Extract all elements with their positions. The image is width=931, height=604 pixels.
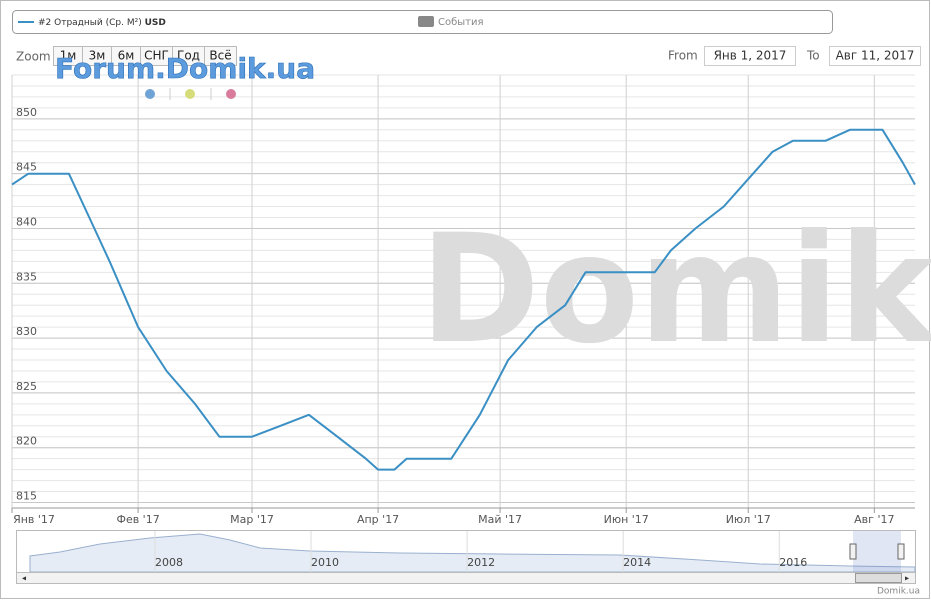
watermark: Domik.ua	[420, 203, 931, 377]
y-tick-label: 835	[16, 270, 37, 283]
dot	[145, 89, 155, 99]
legend-item[interactable]: #2 Отрадный (Ср. M²) USD	[38, 18, 166, 28]
zoom-button-label[interactable]: Год	[177, 49, 200, 63]
navigator-handle[interactable]	[897, 543, 905, 560]
credits: Domik.ua	[877, 587, 920, 597]
dot	[185, 89, 195, 99]
x-tick-label: Фев '17	[116, 513, 159, 526]
navigator-tick-label: 2016	[779, 556, 807, 569]
forum-logo: Forum.Domik.ua	[55, 52, 315, 85]
zoom-button-label[interactable]: СНГ	[144, 49, 169, 63]
scrollbar[interactable]	[16, 572, 916, 584]
zoom-button-label[interactable]: 1м	[60, 49, 77, 63]
from-input[interactable]	[704, 46, 796, 66]
zoom-button[interactable]	[204, 46, 237, 66]
series-line	[11, 128, 916, 471]
zoom-button-label[interactable]: Всё	[209, 49, 231, 63]
navigator-tick-label: 2008	[155, 556, 183, 569]
zoom-buttons: 1м 3м 6м СНГ Год Всё	[53, 46, 237, 66]
zoom-label: Zoom	[16, 50, 51, 64]
lines	[11, 128, 916, 471]
navigator-area	[29, 533, 916, 573]
to-input[interactable]	[829, 46, 921, 66]
x-tick-label: Мар '17	[230, 513, 274, 526]
y-tick-label: 845	[16, 161, 37, 174]
from-value[interactable]: Янв 1, 2017	[714, 49, 787, 63]
x-tick-label: Апр '17	[357, 513, 399, 526]
y-tick-label: 830	[16, 325, 37, 338]
navigator-axis: 2008 2010 2012 2014 2016	[154, 531, 807, 572]
events-symbol	[418, 16, 434, 27]
x-tick-label: Янв '17	[13, 513, 55, 526]
y-tick-label: 820	[16, 435, 37, 448]
x-tick-label: Май '17	[478, 513, 522, 526]
scroll-left[interactable]: ◂	[22, 574, 26, 583]
navigator-tick-label: 2012	[467, 556, 495, 569]
y-tick-label: 815	[16, 490, 37, 503]
navigator-selection[interactable]	[853, 531, 901, 572]
x-tick-label: Июн '17	[604, 513, 649, 526]
y-tick-label: 825	[16, 380, 37, 393]
to-value[interactable]: Авг 11, 2017	[836, 49, 915, 63]
y-tick-label: 850	[16, 106, 37, 119]
scrollbar-thumb[interactable]	[855, 573, 902, 583]
events-legend[interactable]: События	[438, 17, 484, 28]
navigator-handle[interactable]	[849, 543, 857, 560]
zoom-button-label[interactable]: 6м	[118, 49, 135, 63]
plot-background	[12, 75, 915, 508]
navigator-tick-label: 2010	[311, 556, 339, 569]
plot: 815 820 825 830 835 840 845 850 Янв '17 Фев '17 Ма…	[11, 74, 915, 526]
from-label: From	[668, 49, 698, 63]
to-label: To	[806, 49, 820, 63]
x-tick-label: Авг '17	[854, 513, 894, 526]
scroll-right[interactable]: ▸	[905, 574, 909, 583]
y-tick-label: 840	[16, 215, 37, 228]
x-tick-label: Июл '17	[726, 513, 771, 526]
navigator-tick-label: 2014	[623, 556, 651, 569]
dot	[226, 89, 236, 99]
zoom-button-label[interactable]: 3м	[89, 49, 106, 63]
